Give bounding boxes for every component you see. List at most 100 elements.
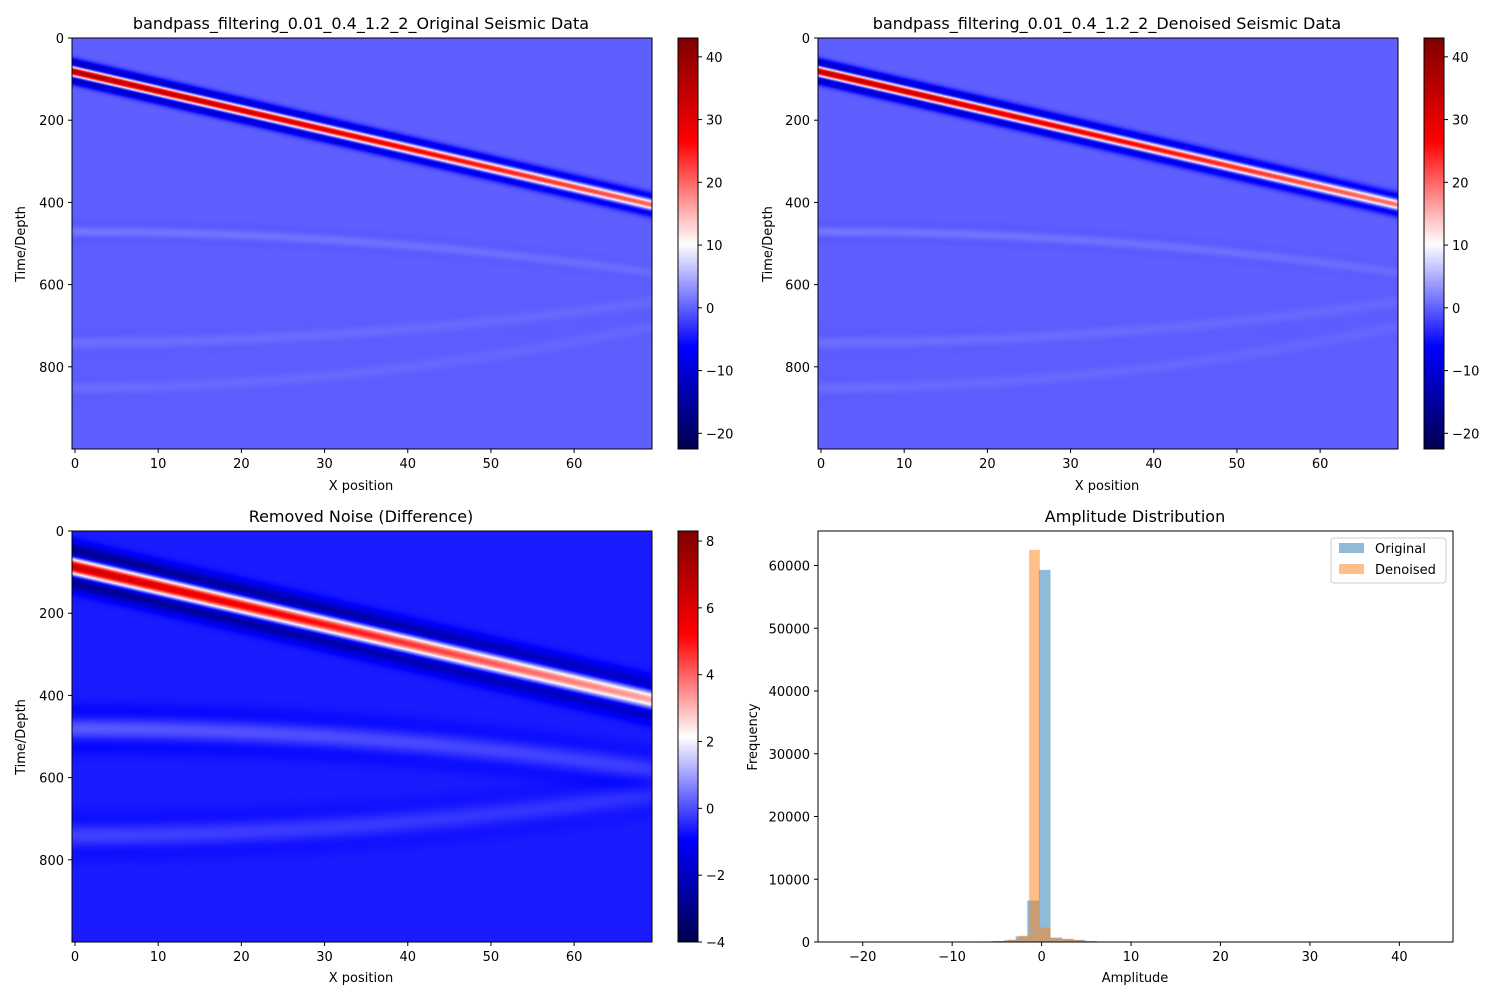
- bar-denoised: [1061, 939, 1072, 942]
- x-tick-label: 40: [399, 457, 416, 472]
- x-tick-label: 10: [150, 457, 167, 472]
- y-tick-label: 800: [39, 361, 64, 376]
- x-tick-label: 0: [71, 950, 79, 965]
- x-tick-label: 50: [483, 950, 500, 965]
- heatmap-difference: [72, 531, 652, 942]
- colorbar-tick-label: 2: [706, 736, 714, 751]
- plot-frame: [817, 530, 1454, 943]
- x-tick-label: 60: [566, 950, 583, 965]
- colorbar-ticks: −20 −10 0 10 20 30 40: [1444, 51, 1479, 442]
- colorbar-tick-label: 6: [706, 602, 714, 617]
- y-axis-label: Time/Depth: [14, 206, 29, 283]
- panel-histogram: Amplitude Distribution −20 −10 0 10 20 30 40 0 1…: [746, 507, 1454, 986]
- x-tick-label: 20: [979, 457, 996, 472]
- x-tick-label: 30: [316, 457, 333, 472]
- legend-swatch-denoised: [1339, 564, 1364, 574]
- x-tick-label: 0: [71, 457, 79, 472]
- colorbar-original: [678, 38, 698, 449]
- bar-denoised: [1007, 939, 1019, 942]
- x-tick-label: 0: [817, 457, 825, 472]
- x-tick-label: 10: [896, 457, 913, 472]
- colorbar-tick-label: 10: [1452, 239, 1469, 254]
- x-axis-label: X position: [1075, 479, 1140, 494]
- y-tick-label: 0: [802, 32, 810, 47]
- y-axis-label: Time/Depth: [14, 699, 29, 776]
- colorbar-tick-label: −20: [1452, 427, 1479, 442]
- colorbar-tick-label: 0: [706, 802, 714, 817]
- y-tick-label: 400: [39, 196, 64, 211]
- bar-original: [1038, 569, 1051, 942]
- x-tick-label: 50: [1229, 457, 1246, 472]
- panel-title: bandpass_filtering_0.01_0.4_1.2_2_Origin…: [133, 14, 589, 34]
- colorbar-difference: [678, 531, 698, 942]
- x-axis-label: X position: [329, 479, 394, 494]
- colorbar-tick-label: −10: [706, 365, 733, 380]
- colorbar-tick-label: −20: [706, 427, 733, 442]
- bar-denoised: [1050, 938, 1062, 942]
- x-tick-label: 20: [1212, 950, 1229, 965]
- x-tick-label: 60: [566, 457, 583, 472]
- heatmap-original: [72, 38, 652, 449]
- colorbar-ticks: −20 −10 0 10 20 30 40: [698, 51, 733, 442]
- y-tick-label: 200: [39, 114, 64, 129]
- colorbar-tick-label: 30: [706, 114, 723, 129]
- colorbar-tick-label: −2: [706, 869, 725, 884]
- y-tick-label: 0: [56, 525, 64, 540]
- x-tick-label: 10: [150, 950, 167, 965]
- y-tick-label: 0: [56, 32, 64, 47]
- y-axis-label: Frequency: [746, 703, 761, 770]
- y-tick-label: 600: [39, 772, 64, 787]
- plot-frame: [71, 37, 653, 450]
- panel-title: Amplitude Distribution: [1045, 507, 1225, 526]
- x-tick-label: 40: [1145, 457, 1162, 472]
- colorbar-tick-label: 40: [1452, 51, 1469, 66]
- heatmap-denoised: [818, 38, 1398, 449]
- colorbar-tick-label: 10: [706, 239, 723, 254]
- panel-title: bandpass_filtering_0.01_0.4_1.2_2_Denois…: [873, 14, 1341, 34]
- x-tick-label: 0: [1037, 950, 1045, 965]
- x-tick-label: 30: [1062, 457, 1079, 472]
- x-axis-label: X position: [329, 971, 394, 986]
- panel-denoised: bandpass_filtering_0.01_0.4_1.2_2_Denois…: [761, 14, 1479, 494]
- colorbar-denoised: [1424, 38, 1444, 449]
- bar-denoised: [1039, 927, 1051, 942]
- colorbar-tick-label: 0: [1452, 302, 1460, 317]
- y-axis-label: Time/Depth: [761, 206, 776, 283]
- colorbar-tick-label: 20: [1452, 176, 1469, 191]
- legend: Original Denoised: [1330, 537, 1447, 584]
- bar-denoised: [1018, 935, 1030, 942]
- y-tick-label: 40000: [769, 685, 810, 700]
- plot-frame: [817, 37, 1399, 450]
- colorbar-tick-label: 20: [706, 176, 723, 191]
- plot-frame: [71, 530, 653, 943]
- bar-denoised: [1029, 549, 1040, 942]
- x-tick-label: 40: [399, 950, 416, 965]
- x-tick-label: 20: [233, 457, 250, 472]
- colorbar-tick-label: 30: [1452, 114, 1469, 129]
- x-tick-label: 60: [1312, 457, 1329, 472]
- x-tick-label: 50: [483, 457, 500, 472]
- x-tick-label: −10: [938, 950, 965, 965]
- colorbar-ticks: −4 −2 0 2 4 6 8: [698, 535, 725, 951]
- y-tick-label: 800: [785, 361, 810, 376]
- colorbar-tick-label: 40: [706, 51, 723, 66]
- y-tick-label: 0: [802, 936, 810, 951]
- legend-label-original: Original: [1375, 542, 1426, 557]
- y-tick-label: 200: [39, 607, 64, 622]
- panel-difference: Removed Noise (Difference) 0 10 20 30 40 50 60…: [14, 507, 725, 986]
- y-tick-label: 20000: [769, 811, 810, 826]
- y-tick-label: 400: [39, 689, 64, 704]
- x-tick-label: −20: [849, 950, 876, 965]
- x-axis-label: Amplitude: [1102, 971, 1169, 986]
- x-tick-label: 30: [316, 950, 333, 965]
- colorbar-tick-label: 0: [706, 302, 714, 317]
- colorbar-tick-label: −10: [1452, 365, 1479, 380]
- y-tick-label: 10000: [769, 873, 810, 888]
- colorbar-tick-label: 8: [706, 535, 714, 550]
- y-tick-label: 400: [785, 196, 810, 211]
- y-tick-label: 200: [785, 114, 810, 129]
